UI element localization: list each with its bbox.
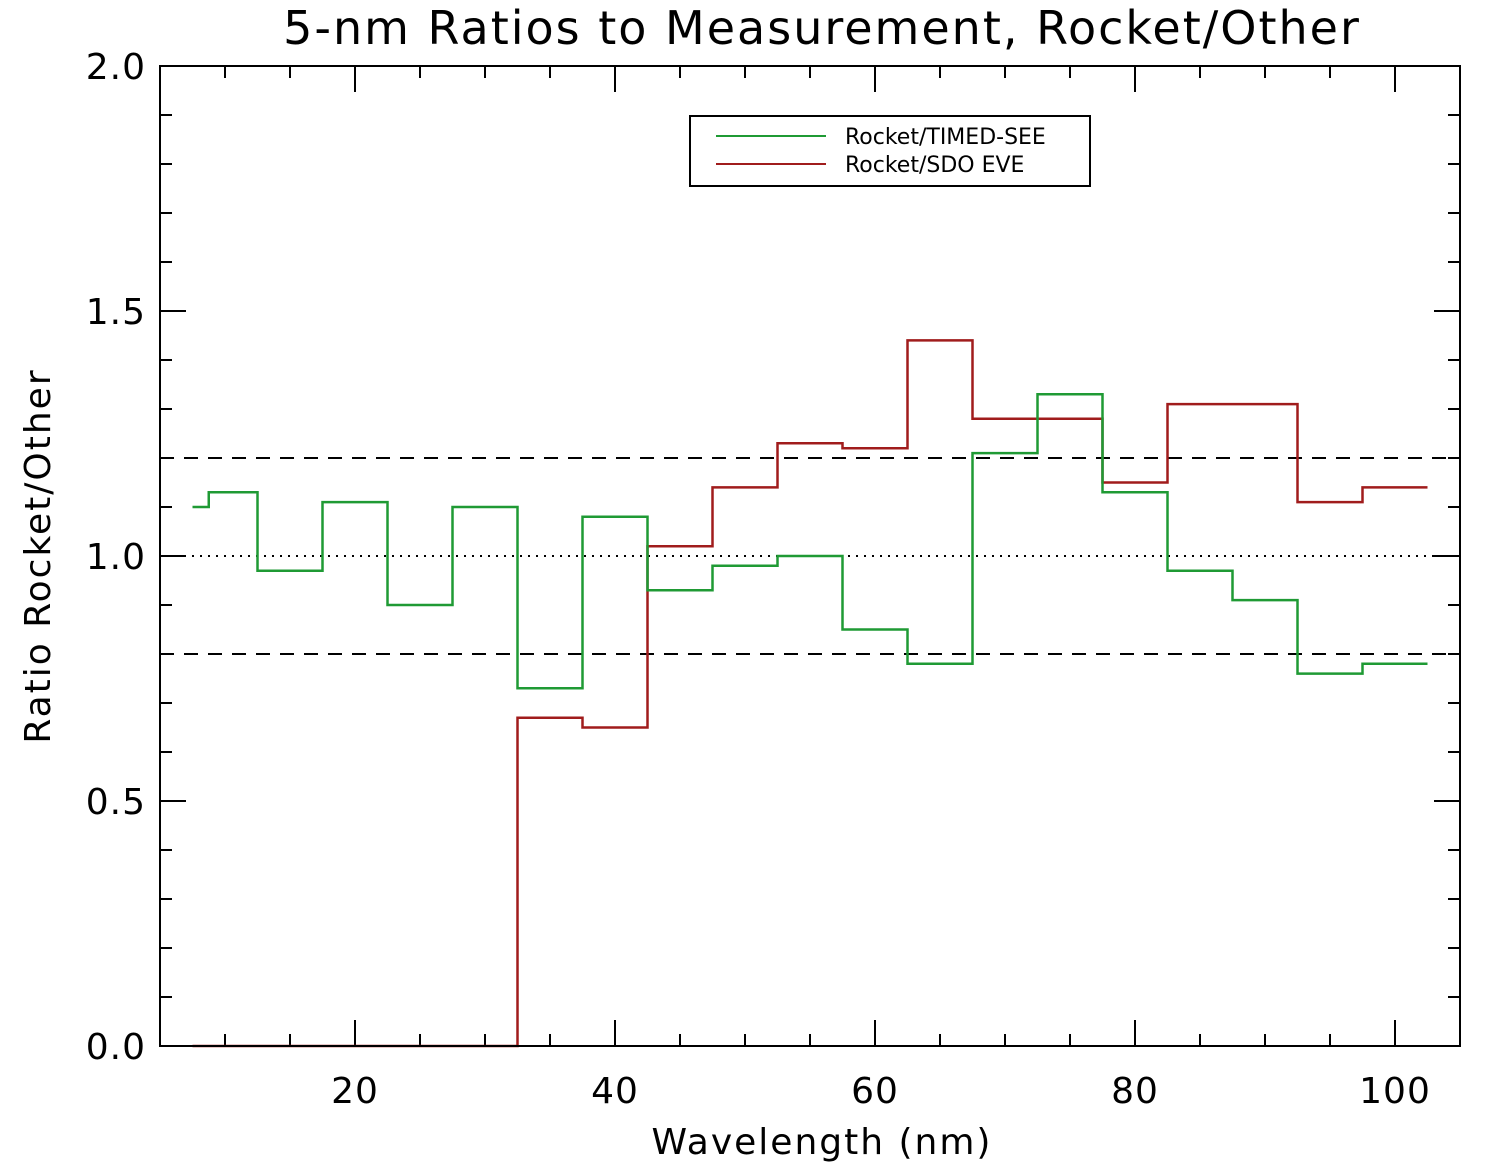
y-tick-label: 1.0 xyxy=(86,537,146,578)
y-tick-label: 0.0 xyxy=(86,1027,146,1068)
x-axis-label: Wavelength (nm) xyxy=(652,1122,993,1163)
plot-frame xyxy=(159,65,1461,1047)
x-tick-label: 100 xyxy=(1359,1071,1431,1112)
legend-label-sdo-eve: Rocket/SDO EVE xyxy=(845,153,1024,178)
data-series xyxy=(192,339,1428,1048)
y-tick-label: 1.5 xyxy=(86,292,146,333)
y-tick-label: 2.0 xyxy=(86,47,146,88)
x-tick-label: 40 xyxy=(591,1071,639,1112)
x-tick-label: 20 xyxy=(331,1071,379,1112)
legend: Rocket/TIMED-SEE Rocket/SDO EVE xyxy=(689,115,1091,187)
x-tick-label: 80 xyxy=(1111,1071,1159,1112)
legend-label-timed-see: Rocket/TIMED-SEE xyxy=(845,125,1046,150)
tick-labels: 20 40 60 80 100 0.0 0.5 1.0 1.5 2.0 xyxy=(86,47,1431,1112)
y-tick-label: 0.5 xyxy=(86,782,146,823)
y-axis-label: Ratio Rocket/Other xyxy=(18,368,59,743)
series-line-sdo-eve xyxy=(192,339,1428,1048)
series-line-timed-see xyxy=(192,393,1428,690)
chart-title: 5-nm Ratios to Measurement, Rocket/Other xyxy=(283,1,1361,55)
legend-box xyxy=(689,115,1091,187)
x-tick-label: 60 xyxy=(851,1071,899,1112)
